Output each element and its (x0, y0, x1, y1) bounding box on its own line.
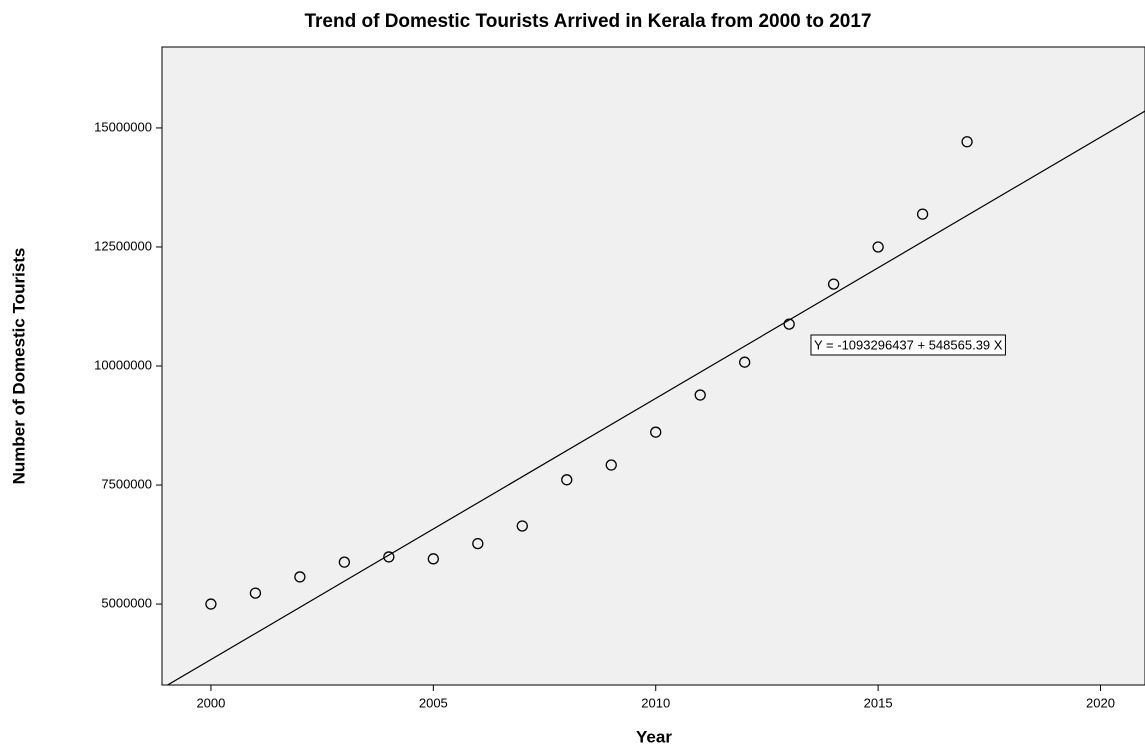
point (916, 208, 929, 220)
x-axis-label: Year (636, 727, 672, 746)
x-tick-label: 2005 (419, 695, 448, 710)
point (249, 587, 262, 599)
point (383, 551, 395, 563)
point (650, 426, 662, 438)
y-tick-label: 7500000 (101, 476, 152, 491)
regression-line (166, 110, 1145, 685)
x-tick-label: 2010 (641, 695, 670, 710)
point (516, 520, 528, 532)
y-tick-label: 5000000 (101, 595, 152, 610)
chart-title: Trend of Domestic Tourists Arrived in Ke… (304, 11, 871, 32)
plot-layer (166, 110, 1145, 685)
point (605, 459, 617, 471)
plot-area (161, 46, 1145, 686)
y-axis-label: Number of Domestic Tourists (9, 248, 28, 485)
point (827, 278, 840, 290)
point (294, 571, 306, 583)
point (561, 474, 573, 486)
x-tick-label: 2020 (1086, 695, 1115, 710)
point (739, 356, 751, 368)
y-tick-label: 10000000 (94, 357, 152, 372)
y-tick-label: 12500000 (94, 238, 152, 253)
x-tick-label: 2000 (196, 695, 225, 710)
annotation: Y = -1093296437 + 548565.39 X (814, 337, 1003, 352)
point (472, 537, 484, 550)
y-tick-label: 15000000 (94, 119, 152, 134)
point (427, 553, 439, 565)
point (694, 389, 706, 401)
point (961, 136, 973, 148)
point (783, 318, 795, 330)
point (205, 598, 217, 610)
annotation-box (810, 334, 1006, 356)
point (872, 241, 884, 253)
point (338, 556, 351, 568)
x-tick-label: 2015 (864, 695, 893, 710)
